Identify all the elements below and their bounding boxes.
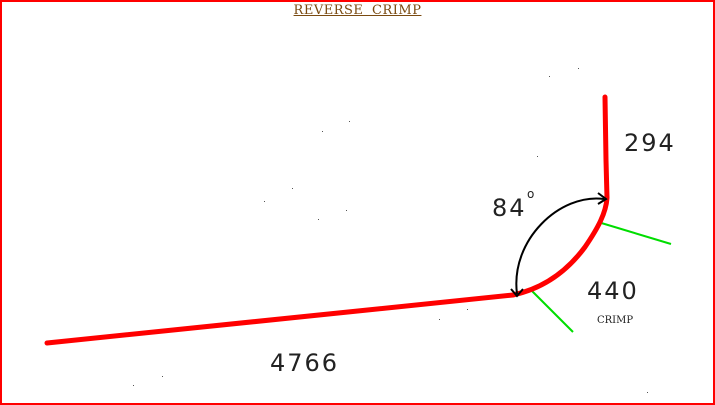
part-profile-line: [44, 94, 610, 346]
segment-top-length: 294: [624, 129, 676, 157]
tangent-mark-lower: [529, 288, 574, 333]
angle-arrow-top: [597, 192, 608, 205]
angle-arc: [515, 197, 605, 295]
crimp-note: CRIMP: [597, 315, 633, 326]
drawing-title: REVERSE CRIMP: [293, 3, 422, 18]
tangent-mark-upper: [597, 221, 672, 245]
bend-angle-value: 84: [492, 194, 527, 222]
degree-symbol: o: [527, 187, 534, 201]
angle-arrow-bottom: [510, 288, 524, 298]
segment-bend-length: 440: [587, 277, 639, 305]
background-speckles: [133, 68, 648, 393]
segment-long-length: 4766: [270, 349, 339, 377]
